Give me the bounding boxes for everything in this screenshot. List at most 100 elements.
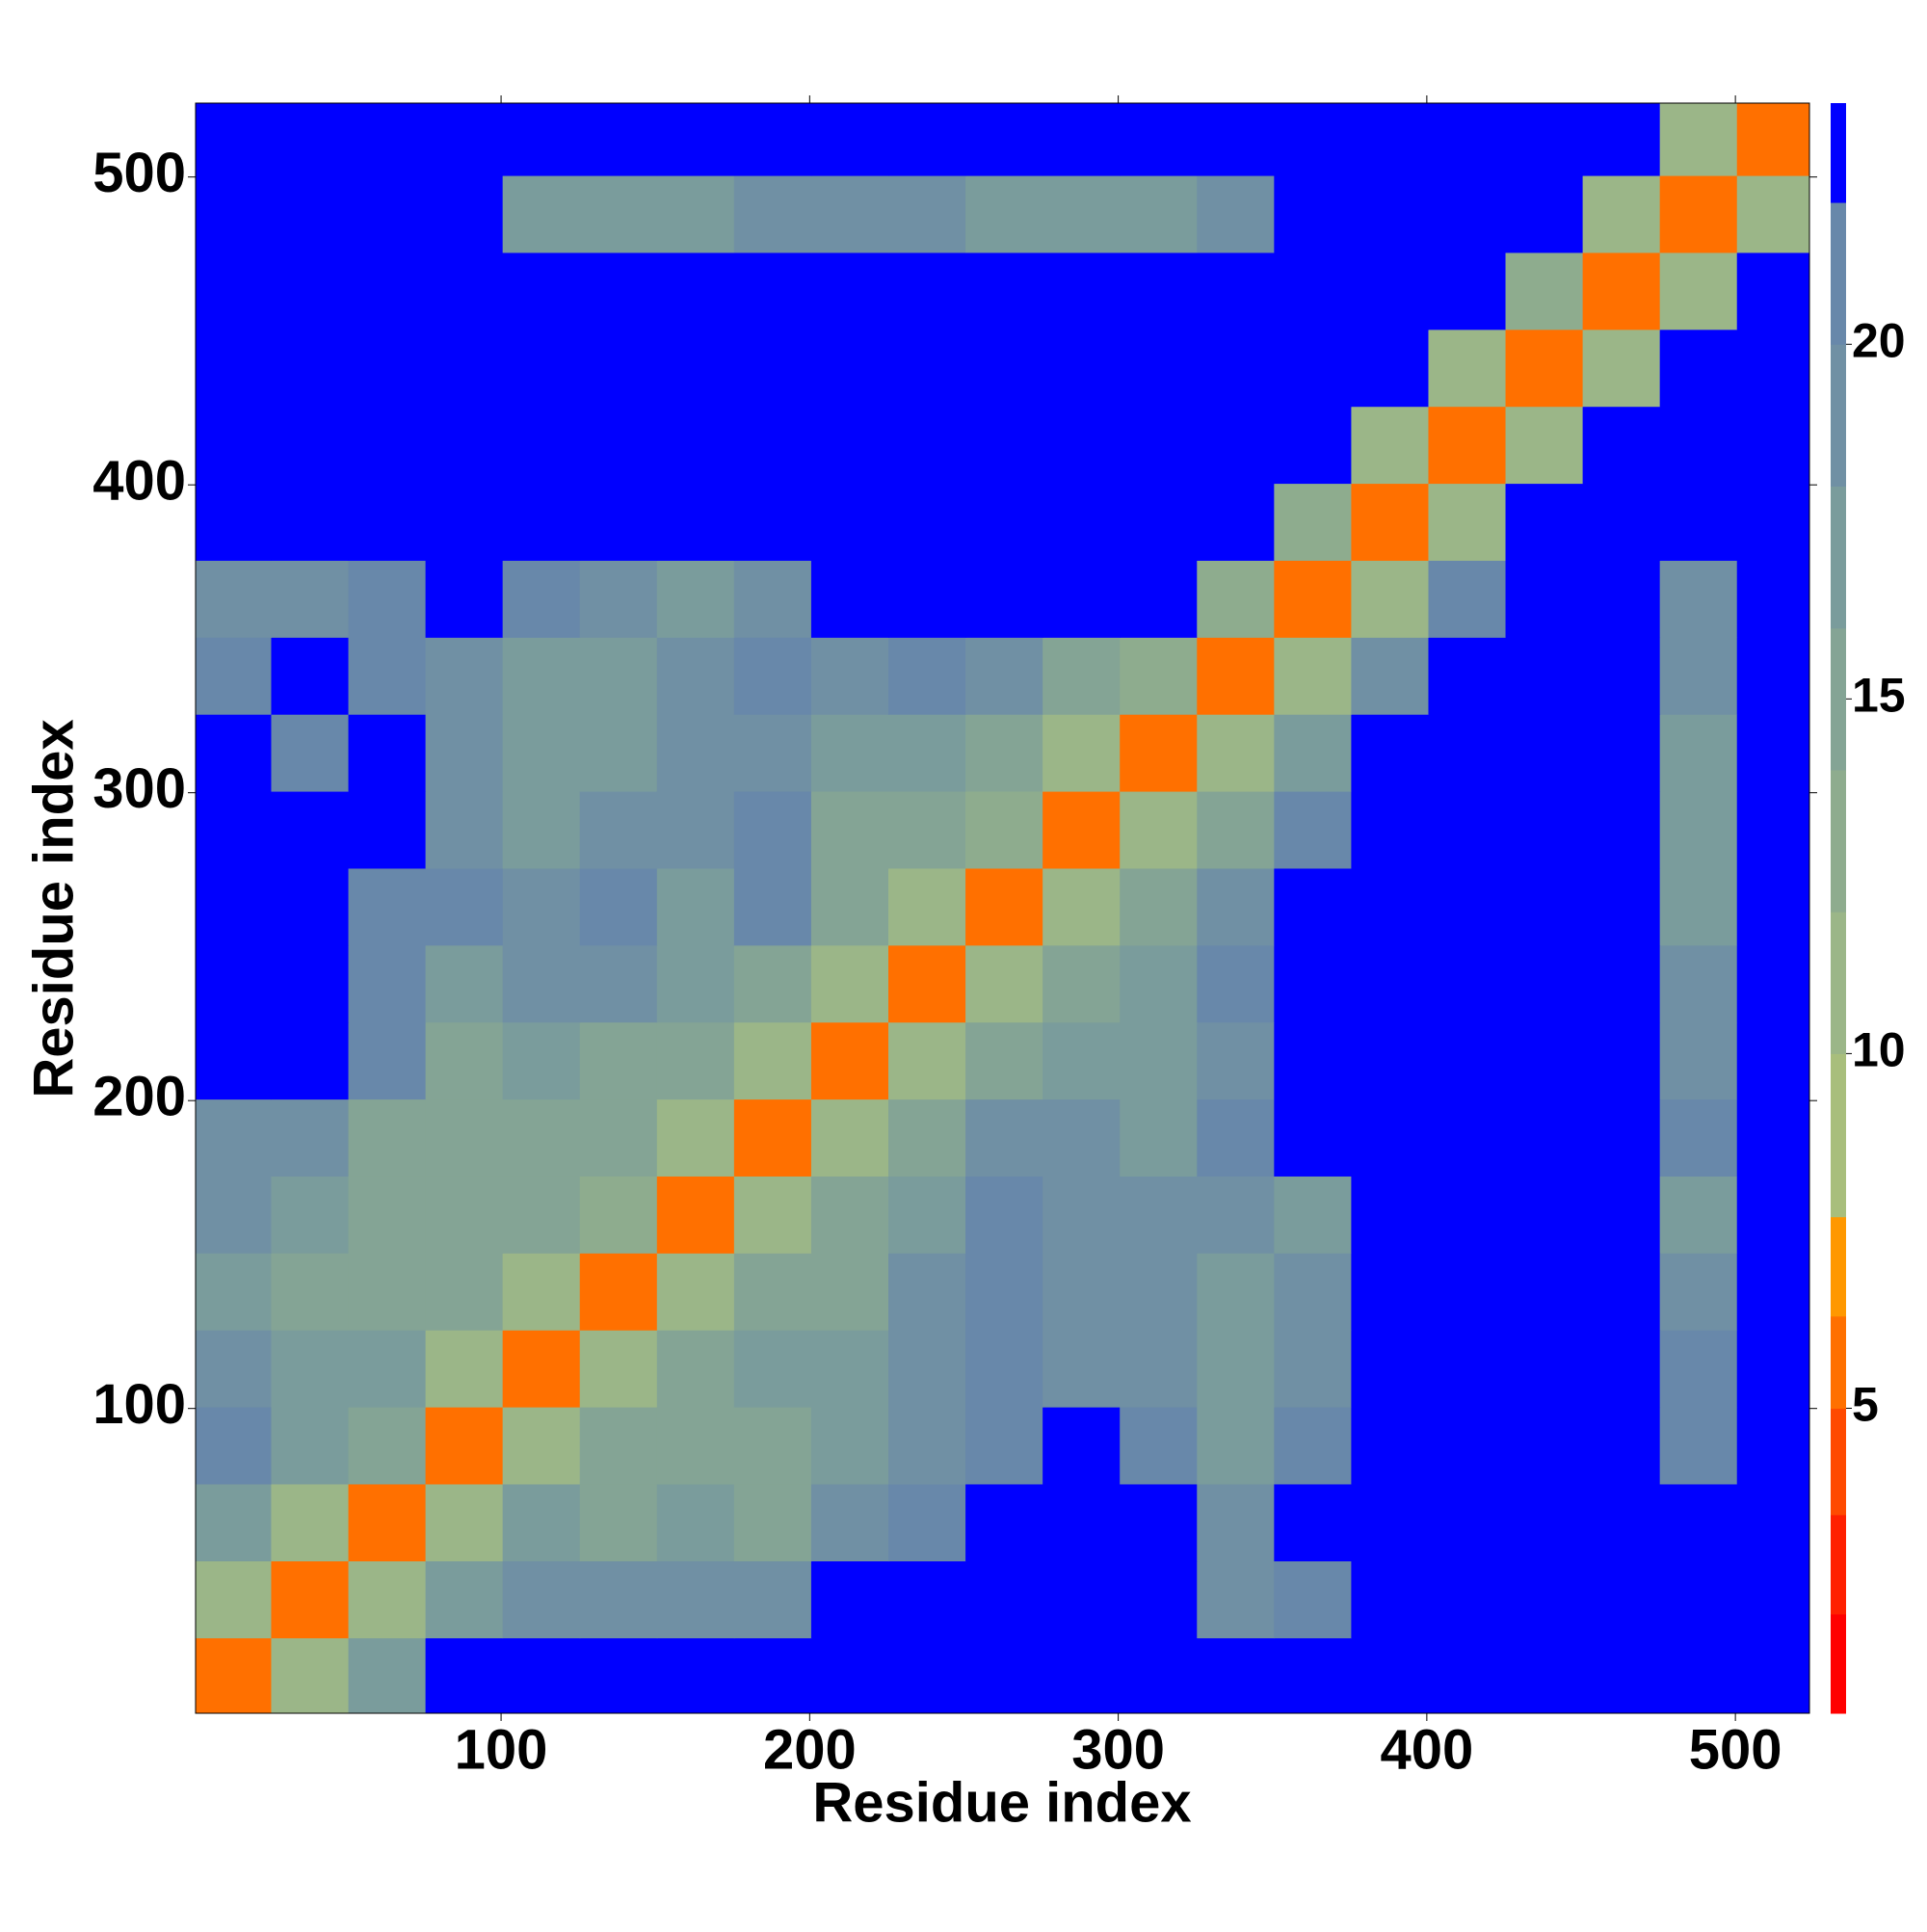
heat-cell xyxy=(348,714,427,792)
heat-cell xyxy=(1274,1176,1352,1254)
heat-cell xyxy=(1197,251,1275,331)
heat-cell xyxy=(579,175,658,253)
heat-cell xyxy=(502,175,581,253)
heat-cell xyxy=(579,1176,658,1254)
heat-cell xyxy=(271,944,350,1023)
colorbar-tick-label: 15 xyxy=(1852,669,1906,723)
heat-cell xyxy=(733,1637,812,1713)
heat-cell xyxy=(425,1637,504,1713)
heat-cell xyxy=(1351,714,1429,792)
heat-cell xyxy=(1428,944,1507,1023)
heat-cell xyxy=(579,1560,658,1639)
heat-cell xyxy=(502,1253,581,1331)
heat-cell xyxy=(656,483,735,561)
heat-cell xyxy=(965,175,1043,253)
heat-cell xyxy=(502,1637,581,1713)
heat-cell xyxy=(271,1098,350,1177)
heat-cell xyxy=(1505,944,1584,1023)
heat-cell xyxy=(1274,329,1352,408)
heat-cell xyxy=(656,791,735,869)
heat-cell xyxy=(888,1176,966,1254)
heat-cell xyxy=(733,103,812,176)
heat-cell xyxy=(1351,1560,1429,1639)
heat-cell xyxy=(1351,1021,1429,1100)
heat-cell xyxy=(810,175,889,253)
heat-cell xyxy=(1120,175,1198,253)
heat-cell xyxy=(1043,637,1121,715)
heat-cell xyxy=(1505,637,1584,715)
heat-cell xyxy=(502,637,581,715)
heat-cell xyxy=(1736,1560,1809,1639)
heat-cell xyxy=(271,1483,350,1562)
colorbar-band xyxy=(1831,1514,1846,1615)
heat-cell xyxy=(965,637,1043,715)
heat-cell xyxy=(425,1176,504,1254)
heat-cell xyxy=(348,637,427,715)
heat-cell xyxy=(502,1407,581,1485)
heat-cell xyxy=(271,1637,350,1713)
heat-cell xyxy=(656,637,735,715)
heat-cell xyxy=(196,251,272,331)
heat-cell xyxy=(733,560,812,638)
colorbar-band xyxy=(1831,202,1846,345)
heat-cell xyxy=(1736,944,1809,1023)
heat-cell xyxy=(1582,867,1661,946)
heat-cell xyxy=(196,1021,272,1100)
heat-cell xyxy=(1582,944,1661,1023)
heat-cell xyxy=(579,329,658,408)
heat-cell xyxy=(1428,483,1507,561)
heat-cell xyxy=(733,1330,812,1408)
heat-cell xyxy=(1043,791,1121,869)
heat-cell xyxy=(965,867,1043,946)
heat-cell xyxy=(579,1483,658,1562)
heat-cell xyxy=(656,1330,735,1408)
heat-cell xyxy=(888,483,966,561)
colorbar-tick-label: 20 xyxy=(1852,313,1906,367)
heat-cell xyxy=(1274,1637,1352,1713)
heat-cell xyxy=(196,1098,272,1177)
heat-cell xyxy=(271,560,350,638)
heat-cell xyxy=(1043,103,1121,176)
heat-cell xyxy=(348,251,427,331)
heat-cell xyxy=(1197,1560,1275,1639)
heat-cell xyxy=(733,1176,812,1254)
heat-cell xyxy=(1659,329,1738,408)
heat-cell xyxy=(1428,714,1507,792)
heat-cell xyxy=(1274,1098,1352,1177)
heat-cell xyxy=(1197,637,1275,715)
heat-cell xyxy=(1736,329,1809,408)
colorbar-band xyxy=(1831,769,1846,913)
heat-cell xyxy=(1736,175,1809,253)
heat-cell xyxy=(1505,406,1584,485)
heat-cell xyxy=(1582,103,1661,176)
heat-cell xyxy=(733,714,812,792)
heat-cell xyxy=(1582,714,1661,792)
heat-cell xyxy=(1505,175,1584,253)
x-tick-label: 400 xyxy=(1380,1718,1473,1781)
heat-cell xyxy=(271,1330,350,1408)
heat-cell xyxy=(348,175,427,253)
heat-cell xyxy=(1274,1560,1352,1639)
heat-cell xyxy=(1351,1330,1429,1408)
heat-cell xyxy=(502,944,581,1023)
heat-cell xyxy=(502,483,581,561)
heat-cell xyxy=(1043,406,1121,485)
heat-cell xyxy=(733,944,812,1023)
heat-cell xyxy=(1659,1253,1738,1331)
heat-cell xyxy=(810,560,889,638)
heat-cell xyxy=(579,1330,658,1408)
heat-cell xyxy=(1197,791,1275,869)
heat-cell xyxy=(348,483,427,561)
heat-cell xyxy=(1659,1330,1738,1408)
heat-cell xyxy=(1351,175,1429,253)
heat-cell xyxy=(965,1560,1043,1639)
heat-cell xyxy=(1428,1560,1507,1639)
heat-cell xyxy=(502,1176,581,1254)
heat-cell xyxy=(502,1021,581,1100)
heat-cell xyxy=(1428,175,1507,253)
heat-cell xyxy=(1428,1330,1507,1408)
heat-cell xyxy=(1736,714,1809,792)
heat-cell xyxy=(656,251,735,331)
heat-cell xyxy=(888,791,966,869)
